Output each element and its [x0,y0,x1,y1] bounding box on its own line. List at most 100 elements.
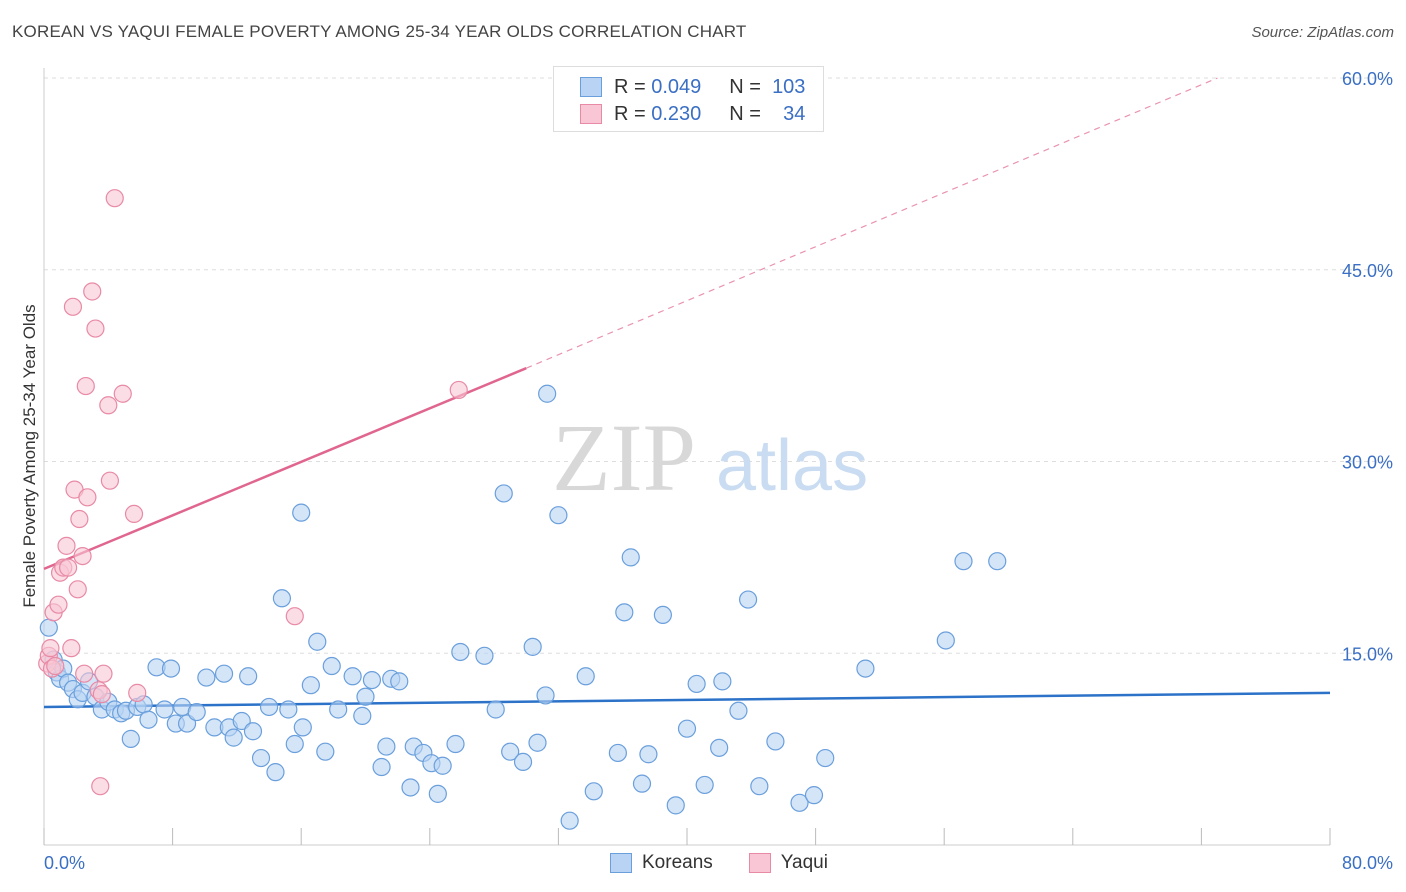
korean-point [486,700,505,719]
korean-point [187,702,206,722]
korean-point [308,632,327,651]
korean-point [549,506,568,525]
tick-labels: 15.0% 30.0% 45.0% 60.0% 0.0% 80.0% [44,69,1393,873]
y-tick-label: 45.0% [1342,261,1393,281]
yaqui-point [73,546,92,566]
korean-point [121,729,140,748]
koreans-n-value: 103 [772,75,806,98]
watermark-zip: ZIP [552,404,696,511]
korean-point [804,786,824,805]
korean-point [451,642,470,662]
koreans-r-value: 0.049 [651,75,702,98]
korean-point [528,733,547,752]
koreans-legend-label: Koreans [642,852,713,873]
yaqui-point [59,558,78,577]
korean-point [266,763,285,782]
korean-point [538,384,557,403]
korean-point [139,710,158,729]
korean-point [713,672,732,691]
korean-point [856,659,875,678]
koreans-trend-line [43,691,1331,709]
korean-point [259,697,279,717]
korean-point [766,732,785,751]
yaqui-point [94,664,113,683]
yaqui-point [113,384,132,403]
y-axis-label: Female Poverty Among 25-34 Year Olds [20,304,39,607]
korean-point [362,670,382,690]
yaqui-point [86,319,105,338]
korean-point [621,548,640,567]
x-tick-label: 80.0% [1342,853,1393,873]
korean-point [695,775,714,795]
y-tick-label: 15.0% [1342,644,1393,664]
korean-point [816,748,835,768]
trend-lines [43,77,1331,709]
x-tick-label: 0.0% [44,853,85,873]
korean-point [536,686,555,705]
yaqui-point [62,639,81,658]
data-points [38,189,1007,830]
korean-point [285,734,304,754]
korean-point [293,718,312,737]
korean-point [197,668,216,687]
korean-point [576,667,595,686]
yaqui-n-value: 34 [783,102,806,125]
korean-point [677,719,697,738]
korean-point [632,774,652,793]
grid-lines [44,77,1393,654]
korean-point [738,590,758,609]
series-legend: Koreans Yaqui [610,852,828,874]
korean-point [790,793,809,812]
legend-row-koreans: R = 0.049 N = 103 [580,75,805,99]
korean-point [584,782,603,801]
korean-point [377,737,396,756]
korean-point [428,784,447,803]
yaqui-trend-extension [526,77,1218,369]
yaqui-point [285,607,304,626]
korean-point [475,646,494,665]
correlation-legend: R = 0.049 N = 103 R = 0.230 N = 34 [553,66,824,132]
korean-point [513,752,533,772]
korean-point [353,706,372,725]
korean-point [954,552,973,571]
korean-point [523,637,542,656]
yaqui-point [83,282,102,301]
yaqui-point [92,685,111,704]
korean-point [446,734,465,754]
yaqui-point [41,639,60,658]
korean-point [232,711,251,731]
yaqui-point [100,471,120,490]
yaqui-point [57,536,76,555]
yaqui-point [128,683,147,702]
korean-point [292,503,311,522]
y-tick-label: 60.0% [1342,69,1393,89]
korean-point [687,674,706,694]
korean-point [251,748,271,768]
korean-point [316,742,335,761]
korean-point [155,700,174,719]
koreans-swatch [580,77,602,97]
korean-point [329,700,348,719]
korean-point [322,656,341,676]
legend-row-yaqui: R = 0.230 N = 34 [580,102,805,126]
korean-point [243,722,263,741]
yaqui-point [105,189,124,208]
korean-point [356,687,375,706]
yaqui-trend-line [43,367,527,571]
yaqui-point [70,509,89,529]
source-label: Source: ZipAtlas.com [1251,24,1394,41]
korean-point [224,728,243,747]
korean-point [279,700,298,719]
yaqui-point [99,396,118,415]
korean-point [301,676,320,695]
yaqui-point [449,380,468,400]
korean-point [494,484,513,503]
korean-point [936,631,955,650]
y-tick-label: 30.0% [1342,453,1393,473]
korean-point [615,603,634,622]
axes [43,68,1331,846]
yaqui-point [46,656,65,676]
korean-point [272,589,292,608]
yaqui-point [91,777,110,796]
